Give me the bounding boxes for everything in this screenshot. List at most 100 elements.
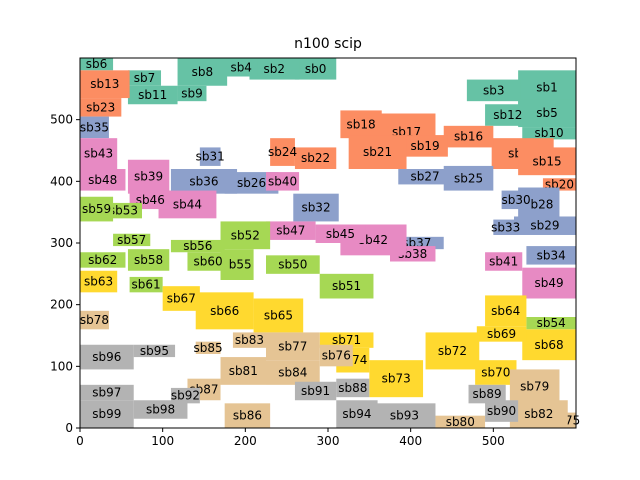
rect-label: sb91 bbox=[301, 384, 330, 398]
rect-shape bbox=[518, 70, 576, 105]
rect-shape bbox=[224, 172, 279, 194]
rect-label: sb60 bbox=[194, 255, 223, 269]
rect-label: sb5 bbox=[536, 106, 558, 120]
rect-shape bbox=[266, 172, 300, 191]
rect-label: sb81 bbox=[229, 364, 258, 378]
packed-rect-sb34: sb34 bbox=[526, 246, 576, 265]
rect-label: sb71 bbox=[332, 333, 361, 347]
packed-rect-sb65: sb65 bbox=[253, 298, 304, 333]
rect-label: sb25 bbox=[454, 171, 483, 185]
rect-shape bbox=[514, 216, 576, 235]
rect-shape bbox=[522, 329, 576, 361]
x-tick-label: 0 bbox=[76, 434, 84, 448]
rect-shape bbox=[80, 70, 130, 99]
x-tick-label: 100 bbox=[151, 434, 174, 448]
rect-label: sb95 bbox=[140, 344, 169, 358]
rect-label: sb4 bbox=[230, 60, 252, 74]
rect-shape bbox=[522, 127, 576, 140]
packed-rect-sb96: sb96 bbox=[80, 344, 134, 370]
rectangles-layer: sb0 sb1 sb2 sb3 sb4 sb5 sb6 sb7 sb8 sb9 sb10 sb11 sb… bbox=[80, 57, 580, 429]
rect-label: sb77 bbox=[278, 339, 307, 353]
rect-shape bbox=[518, 147, 576, 176]
rect-shape bbox=[249, 58, 300, 80]
packed-rect-sb36: sb36 bbox=[170, 169, 238, 194]
packed-rect-sb72: sb72 bbox=[425, 332, 480, 370]
rect-shape bbox=[319, 344, 353, 367]
packed-rect-sb54: sb54 bbox=[526, 316, 576, 330]
rect-shape bbox=[133, 344, 176, 358]
rect-shape bbox=[187, 252, 229, 271]
rect-label: sb65 bbox=[264, 308, 293, 322]
rect-shape bbox=[224, 403, 271, 428]
rect-label: sb8 bbox=[192, 65, 214, 79]
rect-label: sb96 bbox=[92, 350, 121, 364]
rect-shape bbox=[270, 138, 295, 166]
packed-rect-sb50: sb50 bbox=[266, 255, 320, 274]
rect-label: sb15 bbox=[532, 154, 561, 168]
y-tick-label: 400 bbox=[50, 174, 73, 188]
packed-rect-sb57: sb57 bbox=[113, 233, 151, 247]
rect-label: sb89 bbox=[473, 387, 502, 401]
packed-rect-sb3: sb3 bbox=[466, 79, 521, 102]
rect-shape bbox=[336, 400, 378, 428]
y-tick-label: 300 bbox=[50, 236, 73, 250]
rect-shape bbox=[80, 384, 134, 401]
packed-rect-sb22: sb22 bbox=[294, 147, 337, 169]
packed-rect-sb10: sb10 bbox=[522, 126, 576, 140]
packed-rect-sb32: sb32 bbox=[293, 193, 339, 222]
rect-shape bbox=[476, 326, 527, 342]
rect-label: sb73 bbox=[382, 372, 411, 386]
rect-label: sb57 bbox=[117, 233, 146, 247]
rect-shape bbox=[475, 360, 517, 385]
rect-shape bbox=[80, 270, 118, 293]
rect-label: sb19 bbox=[411, 139, 440, 153]
rect-shape bbox=[80, 400, 134, 428]
rect-label: sb6 bbox=[86, 57, 108, 71]
rect-shape bbox=[319, 332, 374, 348]
rect-shape bbox=[369, 360, 424, 398]
rect-shape bbox=[170, 239, 225, 253]
packed-rect-sb97: sb97 bbox=[80, 384, 134, 401]
rect-label: sb35 bbox=[80, 120, 109, 134]
packed-rect-sb43: sb43 bbox=[80, 138, 118, 169]
rect-label: sb83 bbox=[235, 333, 264, 347]
rect-shape bbox=[199, 147, 221, 166]
rect-label: sb34 bbox=[537, 248, 566, 262]
packed-rect-sb73: sb73 bbox=[369, 360, 424, 398]
rect-shape bbox=[253, 298, 304, 333]
packed-rect-sb86: sb86 bbox=[224, 403, 271, 428]
rect-shape bbox=[162, 286, 200, 311]
rect-shape bbox=[435, 415, 486, 428]
rect-shape bbox=[80, 116, 109, 139]
rect-label: sb93 bbox=[390, 409, 419, 423]
rect-shape bbox=[129, 276, 163, 293]
packed-rect-sb92: sb92 bbox=[171, 387, 200, 404]
rect-label: sb84 bbox=[278, 366, 307, 380]
packed-rect-sb56: sb56 bbox=[170, 239, 225, 253]
rect-label: sb40 bbox=[268, 174, 297, 188]
rect-shape bbox=[80, 310, 109, 330]
rect-shape bbox=[501, 190, 531, 210]
rect-shape bbox=[373, 403, 436, 428]
rect-label: sb21 bbox=[363, 145, 392, 159]
packed-rect-sb95: sb95 bbox=[133, 344, 176, 358]
rect-label: sb48 bbox=[88, 173, 117, 187]
packed-rect-sb82: sb82 bbox=[509, 400, 568, 428]
rect-shape bbox=[443, 125, 494, 148]
packed-rect-sb71: sb71 bbox=[319, 332, 374, 348]
rect-shape bbox=[232, 332, 266, 348]
rect-label: sb90 bbox=[487, 404, 516, 418]
rect-label: sb24 bbox=[268, 145, 297, 159]
packed-rect-sb51: sb51 bbox=[319, 273, 374, 299]
rect-shape bbox=[127, 70, 162, 86]
rect-label: sb68 bbox=[535, 338, 564, 352]
packed-rect-sb30: sb30 bbox=[501, 190, 531, 210]
packed-rect-sb68: sb68 bbox=[522, 329, 576, 361]
packed-rect-sb76: sb76 bbox=[319, 344, 353, 367]
packed-rect-sb7: sb7 bbox=[127, 70, 162, 86]
packed-rect-sb23: sb23 bbox=[80, 98, 122, 117]
rect-shape bbox=[127, 249, 170, 271]
rect-shape bbox=[468, 384, 506, 404]
rect-label: sb12 bbox=[493, 108, 522, 122]
rect-label: sb41 bbox=[489, 255, 518, 269]
